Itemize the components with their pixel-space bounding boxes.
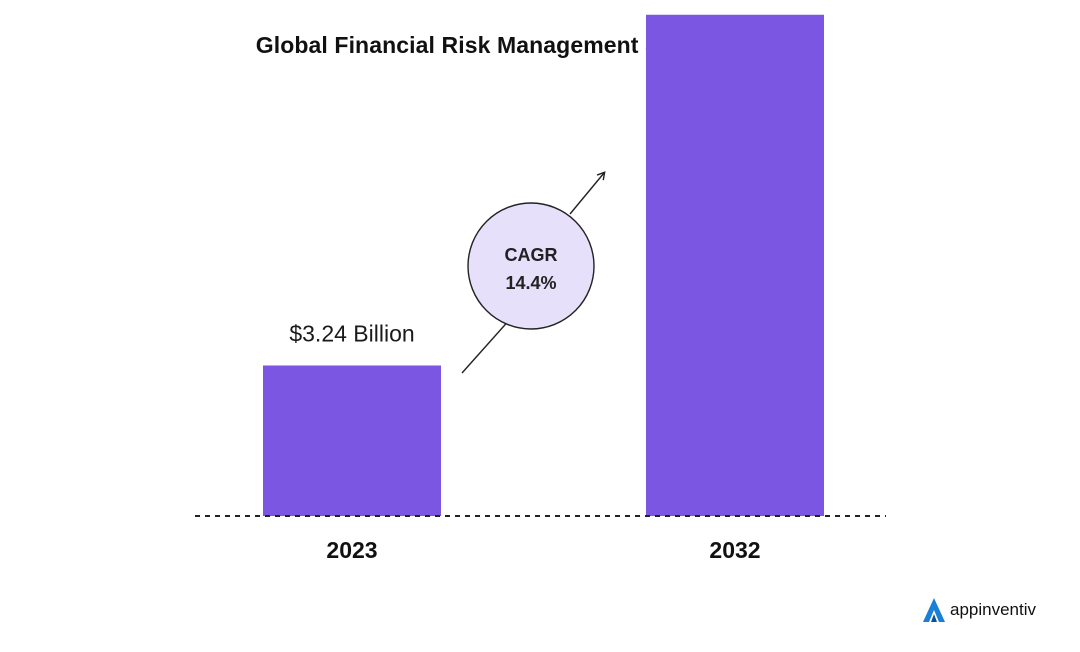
cagr-value: 14.4% — [505, 273, 556, 293]
brand-name: appinventiv — [950, 600, 1037, 619]
data-label-2023: $3.24 Billion — [289, 320, 414, 346]
cagr-arrow-head — [569, 171, 606, 215]
cagr-label: CAGR — [505, 245, 558, 265]
bar-2023 — [263, 365, 441, 516]
brand-logo: appinventiv — [922, 597, 1036, 623]
cagr-circle — [467, 202, 595, 330]
category-label-2023: 2023 — [326, 537, 377, 563]
category-label-2032: 2032 — [709, 537, 760, 563]
appinventiv-logo-icon — [923, 598, 945, 622]
bar-2032 — [646, 14, 824, 516]
cagr-annotation: CAGR 14.4% — [461, 171, 606, 374]
bars-layer — [263, 14, 824, 516]
